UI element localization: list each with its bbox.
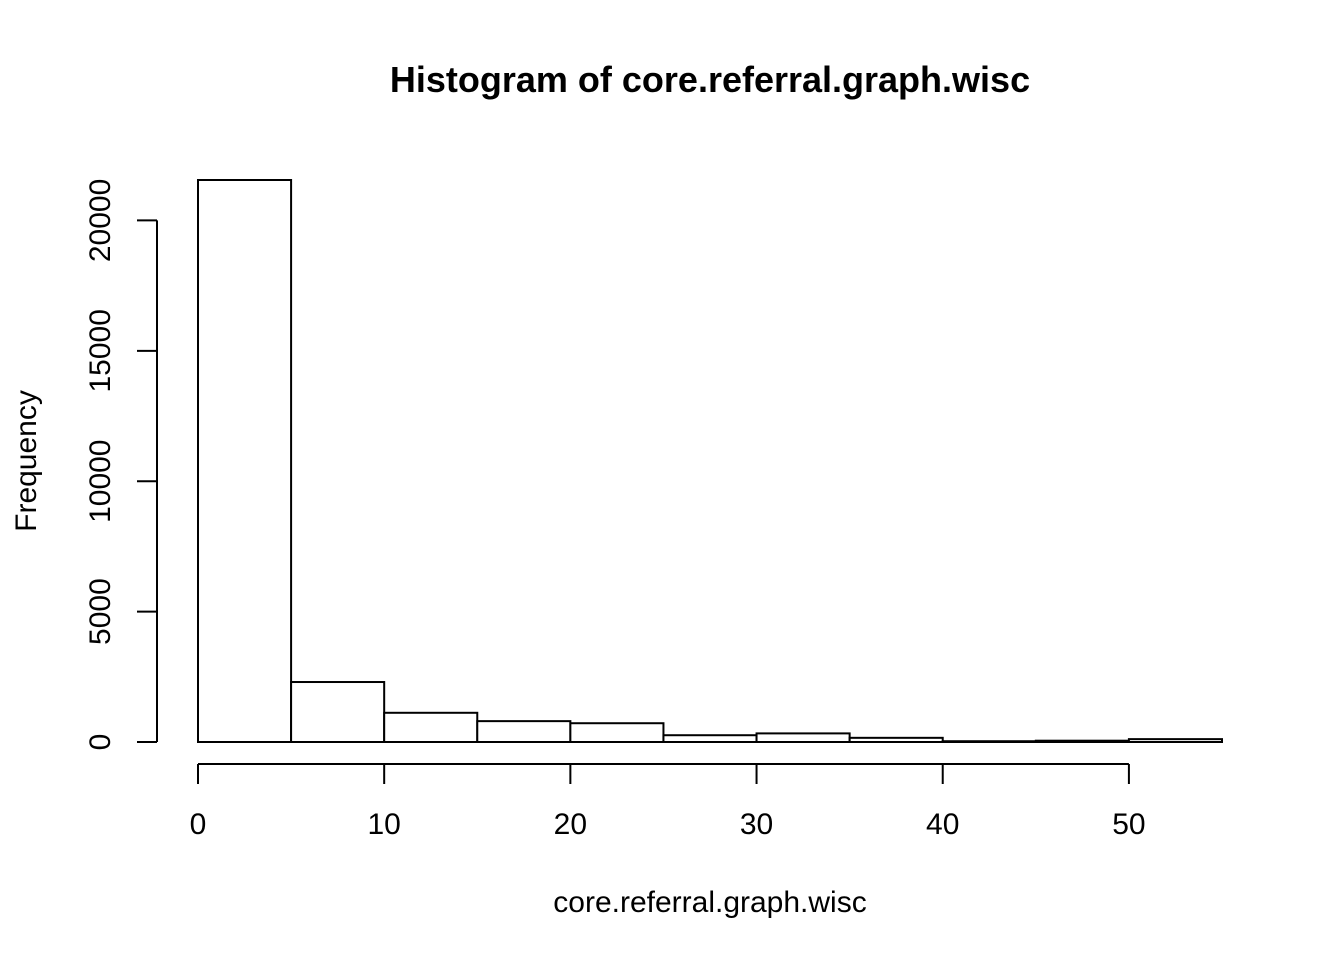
y-tick-label: 0 [84, 734, 117, 751]
y-tick-label: 20000 [84, 179, 117, 262]
x-tick-label: 50 [1112, 808, 1145, 841]
x-tick-label: 0 [190, 808, 207, 841]
x-axis-label: core.referral.graph.wisc [553, 886, 866, 919]
histogram-bar [383, 711, 479, 743]
x-tick-label: 10 [367, 808, 400, 841]
chart-title: Histogram of core.referral.graph.wisc [390, 59, 1030, 100]
histogram-bar [662, 734, 758, 743]
x-axis: 0 10 20 30 40 50 [190, 763, 1146, 841]
y-tick-label: 10000 [84, 439, 117, 522]
x-tick-label: 30 [740, 808, 773, 841]
bars-group [197, 179, 1223, 744]
histogram-bar [1127, 738, 1223, 744]
histogram-bar [1034, 739, 1130, 743]
histogram-bar [941, 740, 1037, 744]
y-tick-label: 15000 [84, 309, 117, 392]
histogram-bar [848, 736, 944, 744]
y-axis: 0 5000 10000 15000 20000 [84, 179, 158, 751]
x-tick-label: 20 [554, 808, 587, 841]
x-tick-label: 40 [926, 808, 959, 841]
histogram-bar [569, 722, 665, 744]
histogram-bar [755, 732, 851, 744]
y-tick-label: 5000 [84, 578, 117, 645]
histogram-bar [290, 681, 386, 743]
histogram-bar [197, 179, 293, 743]
y-axis-label: Frequency [10, 390, 43, 532]
histogram-bar [476, 720, 572, 744]
